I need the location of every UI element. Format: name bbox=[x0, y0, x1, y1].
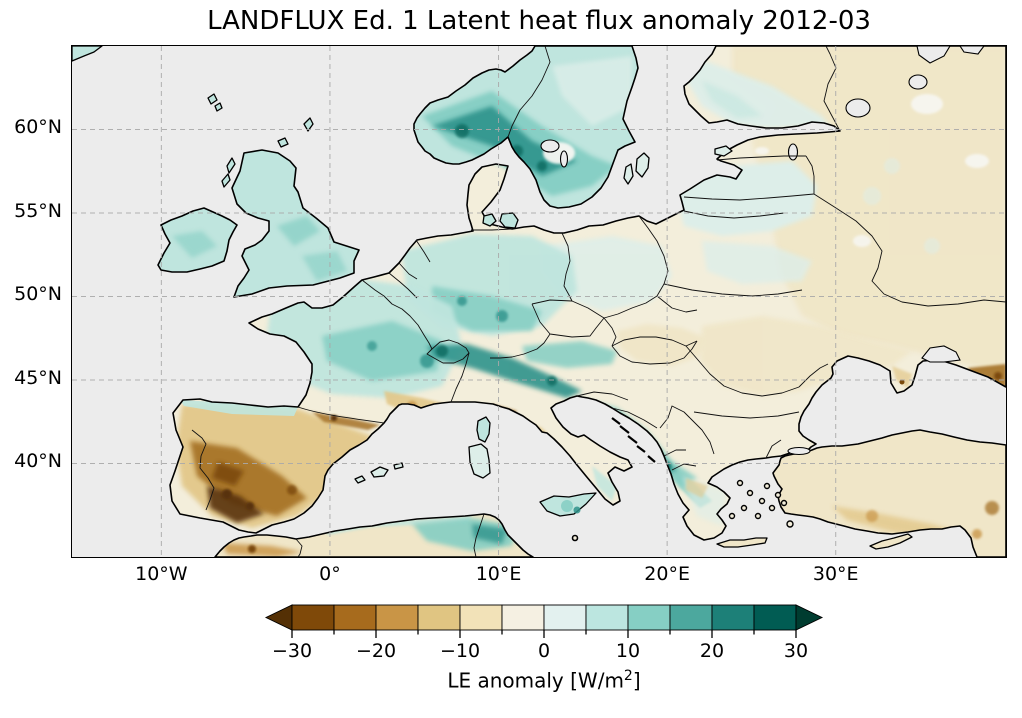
x-tick-label: 10°E bbox=[475, 563, 522, 585]
colorbar-tick-label: −20 bbox=[356, 640, 396, 662]
country-borders bbox=[191, 46, 1006, 557]
lakes-and-inland-seas bbox=[540, 46, 985, 456]
colorbar-segment bbox=[459, 604, 503, 631]
island-corsica bbox=[476, 416, 491, 443]
colorbar-svg: −30 −20 −10 0 10 20 30 bbox=[264, 604, 824, 662]
white-sea bbox=[916, 46, 951, 64]
lake-vanern bbox=[540, 139, 560, 153]
island-malta bbox=[571, 534, 579, 542]
island-sardinia bbox=[468, 443, 491, 479]
colorbar-arrow-max bbox=[795, 604, 824, 631]
colorbar-segment bbox=[627, 604, 671, 631]
europe-anomaly-map bbox=[72, 46, 1006, 557]
colorbar-segment bbox=[669, 604, 713, 631]
island-funen bbox=[482, 213, 497, 227]
island-shetland bbox=[303, 117, 314, 132]
island-gotland bbox=[635, 152, 650, 178]
colorbar-segment bbox=[501, 604, 545, 631]
aegean-islands bbox=[728, 479, 794, 528]
figure-title: LANDFLUX Ed. 1 Latent heat flux anomaly … bbox=[207, 6, 871, 36]
x-tick-label: 10°W bbox=[135, 563, 188, 585]
y-tick-label: 45°N bbox=[14, 366, 62, 389]
lake-onega bbox=[908, 74, 928, 90]
colorbar-tick-label: −10 bbox=[440, 640, 480, 662]
graticule-gridlines bbox=[72, 46, 1006, 557]
adriatic-islands bbox=[611, 417, 656, 463]
lake-peipus bbox=[787, 143, 799, 161]
y-tick-label: 50°N bbox=[14, 283, 62, 306]
colorbar-tick-label: 0 bbox=[538, 640, 550, 662]
island-iceland-corner bbox=[72, 46, 103, 62]
lake-vattern bbox=[559, 150, 569, 168]
island-ibiza bbox=[354, 475, 366, 484]
islands bbox=[72, 46, 913, 550]
y-tick-label: 55°N bbox=[14, 199, 62, 222]
colorbar-segment bbox=[417, 604, 461, 631]
island-faroe bbox=[207, 93, 218, 105]
sea-of-marmara bbox=[787, 446, 811, 456]
colorbar-arrow-min bbox=[264, 604, 293, 631]
colorbar-label: LE anomaly [W/m2] bbox=[447, 668, 641, 693]
colorbar-tick-label: 10 bbox=[616, 640, 640, 662]
y-tick-label: 40°N bbox=[14, 450, 62, 473]
colorbar: −30 −20 −10 0 10 20 30 bbox=[258, 599, 830, 663]
colorbar-segment bbox=[585, 604, 629, 631]
colorbar-tick-label: 30 bbox=[784, 640, 808, 662]
island-oland bbox=[623, 163, 634, 185]
y-tick-label: 60°N bbox=[14, 116, 62, 139]
island-orkney bbox=[277, 137, 289, 148]
x-tick-label: 0° bbox=[319, 563, 341, 585]
colorbar-segment bbox=[333, 604, 377, 631]
map-plot-area bbox=[71, 45, 1007, 558]
colorbar-tick-label: 20 bbox=[700, 640, 724, 662]
x-tick-label: 30°E bbox=[812, 563, 859, 585]
colorbar-tick-label: −30 bbox=[272, 640, 312, 662]
island-crete bbox=[716, 537, 768, 548]
lake-ladoga bbox=[845, 98, 871, 118]
sea-of-azov bbox=[921, 345, 961, 363]
colorbar-segment bbox=[543, 604, 587, 631]
island-cyprus bbox=[869, 533, 913, 550]
island-hebrides bbox=[226, 157, 236, 174]
colorbar-segment bbox=[753, 604, 797, 631]
colorbar-segment bbox=[711, 604, 755, 631]
colorbar-segment bbox=[375, 604, 419, 631]
x-tick-label: 20°E bbox=[644, 563, 690, 585]
island-mallorca bbox=[370, 466, 389, 478]
island-saaremaa bbox=[714, 145, 733, 157]
colorbar-segment bbox=[291, 604, 335, 631]
